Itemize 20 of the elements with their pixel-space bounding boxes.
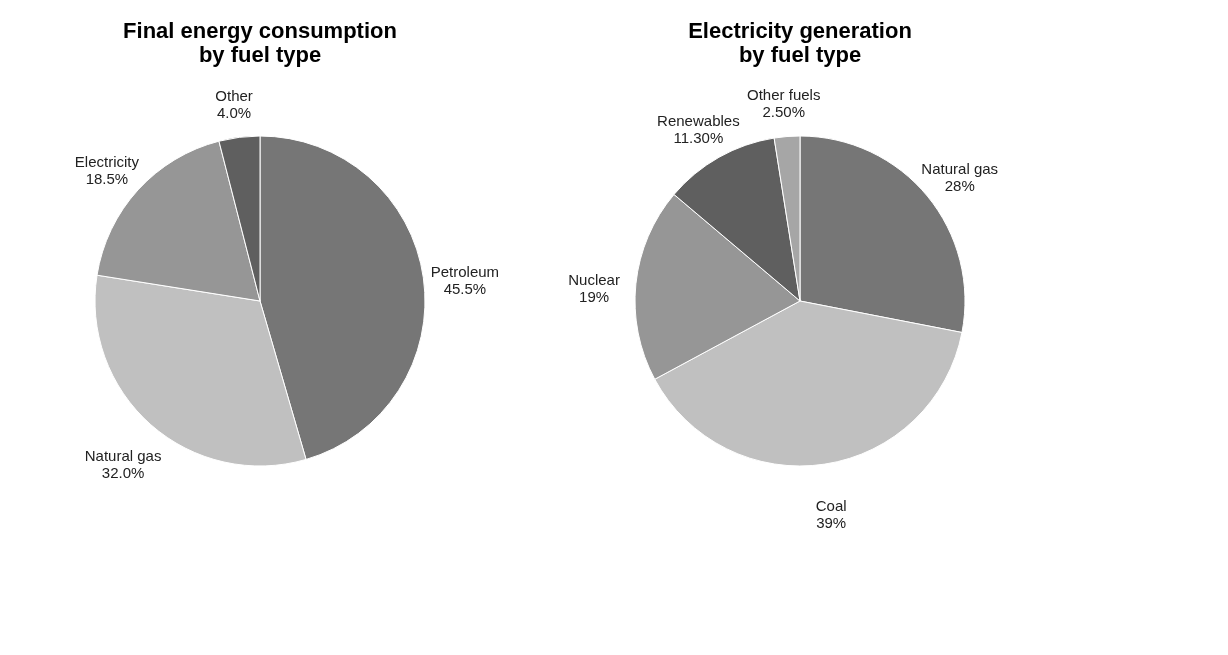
chart-title: Final energy consumption by fuel type [123, 18, 397, 67]
slice-label: Nuclear [568, 270, 620, 288]
slice-label: Natural gas [921, 160, 999, 178]
slice-label: Other fuels [747, 85, 821, 103]
data-label: 32.0% [101, 464, 145, 482]
data-label: 28% [944, 177, 975, 195]
slice-label: Petroleum [430, 262, 500, 280]
slice-label: Coal [815, 496, 847, 514]
data-label: 2.50% [762, 102, 805, 120]
slice-label: Electricity [74, 152, 140, 170]
slice-label: Natural gas [84, 447, 162, 465]
data-label: 39% [816, 513, 847, 531]
slice-label: Renewables [657, 111, 740, 129]
data-label: 11.30% [673, 128, 724, 146]
data-label: 4.0% [216, 103, 252, 121]
data-label: 45.5% [443, 279, 487, 297]
chart-title: Electricity generation by fuel type [688, 18, 912, 67]
data-label: 19% [579, 287, 610, 305]
data-label: 18.5% [85, 169, 129, 187]
slice-label: Other [215, 86, 253, 104]
